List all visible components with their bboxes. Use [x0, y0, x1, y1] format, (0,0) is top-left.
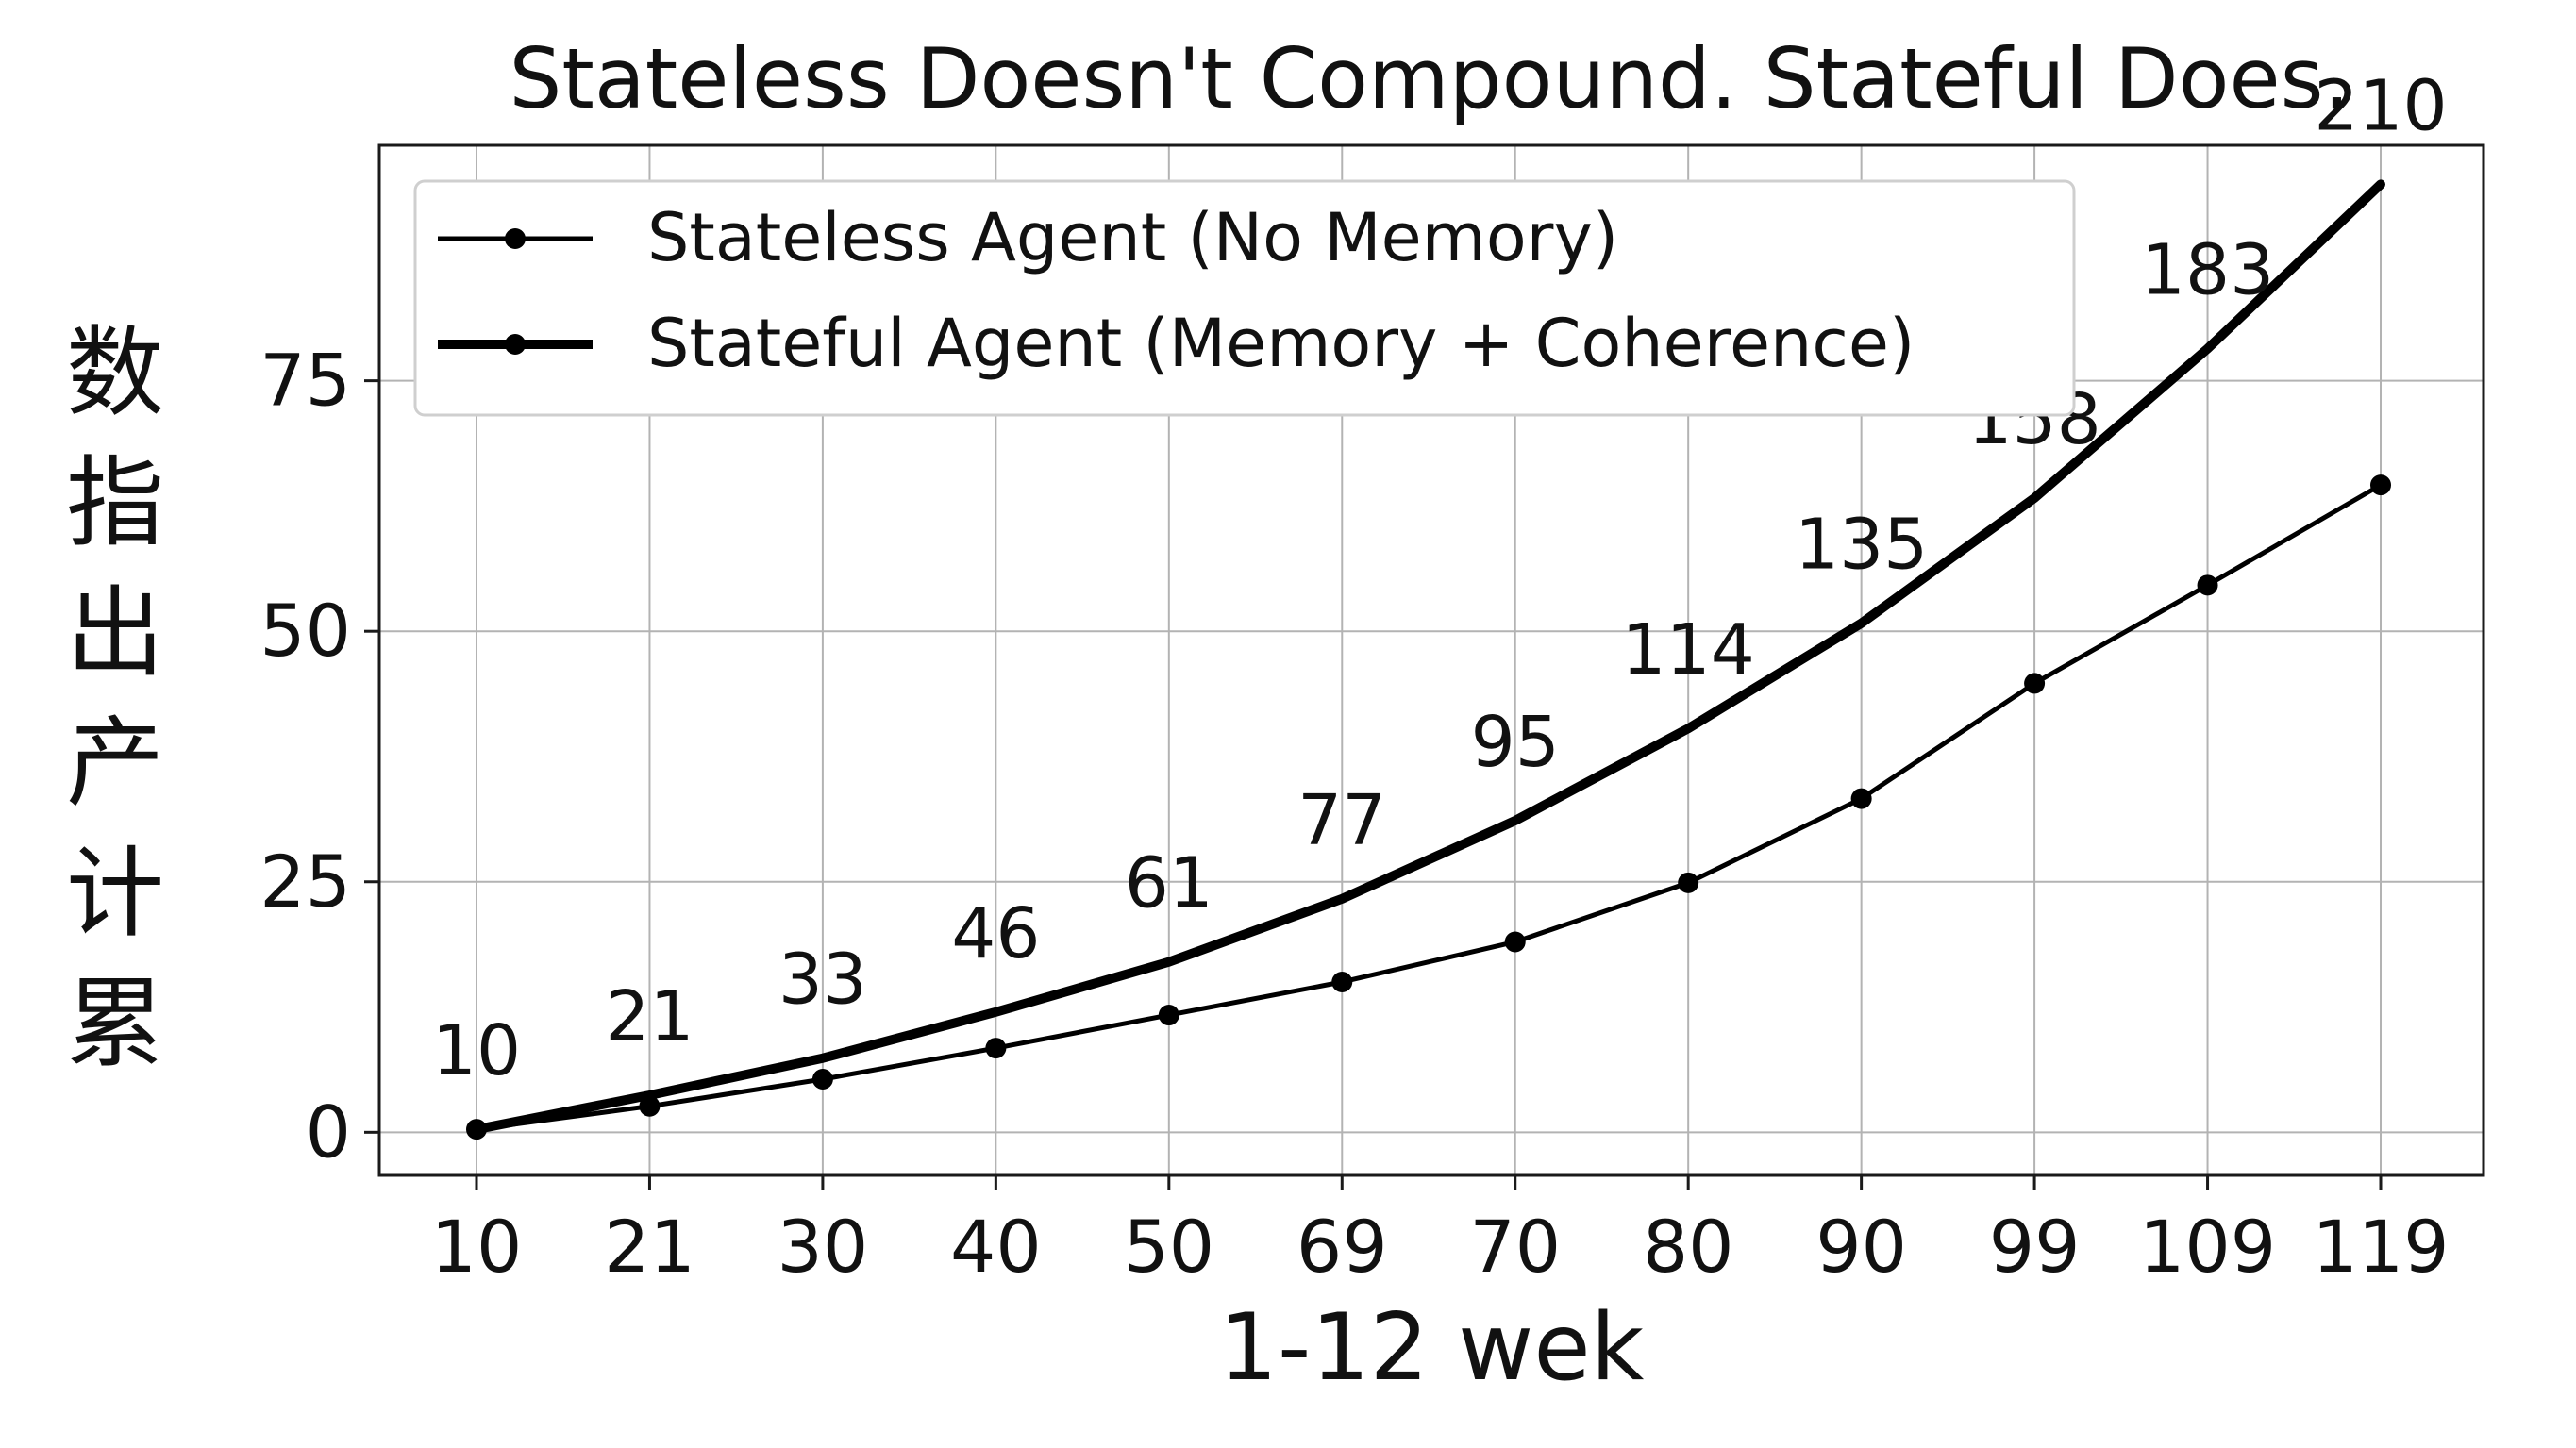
data-label: 135: [1795, 505, 1928, 586]
data-label: 183: [2141, 230, 2274, 311]
y-tick-label: 0: [306, 1090, 351, 1173]
x-tick-label: 10: [431, 1205, 523, 1289]
data-label: 61: [1125, 843, 1213, 924]
series-line-stateful: [472, 179, 2385, 1135]
y-axis-label-char: 计: [66, 836, 164, 951]
point-stateless: [1850, 788, 1872, 809]
data-label: 33: [778, 940, 867, 1021]
data-label: 21: [605, 976, 694, 1057]
data-label: 46: [951, 893, 1040, 974]
x-tick-label: 40: [950, 1205, 1042, 1289]
x-ticks: 10 21 30 40 50 69 70 80 90 99 109 119: [431, 1175, 2450, 1289]
chart-title: Stateless Doesn't Compound. Stateful Doe…: [510, 30, 2350, 127]
x-tick-label: 99: [1989, 1205, 2081, 1289]
plot-frame: [377, 143, 2485, 1177]
y-axis-label-char: 产: [66, 706, 164, 821]
legend-marker-stateless: [505, 228, 526, 249]
point-stateless: [2024, 673, 2046, 694]
y-axis-label-char: 数: [66, 315, 164, 430]
x-tick-label: 119: [2312, 1205, 2449, 1289]
data-label: 10: [432, 1010, 521, 1091]
point-stateless: [1678, 872, 1699, 893]
data-label: 77: [1297, 780, 1386, 861]
y-ticks: 0 25 50 75: [259, 339, 379, 1173]
y-tick-label: 25: [259, 840, 351, 924]
legend-label-stateless: Stateless Agent (No Memory): [647, 199, 1618, 276]
x-tick-label: 90: [1815, 1205, 1907, 1289]
point-stateless: [1331, 971, 1353, 992]
point-stateless: [2370, 474, 2391, 496]
data-label: 95: [1471, 702, 1560, 783]
y-axis-label: 数指出产计累: [66, 315, 164, 1081]
x-tick-label: 69: [1296, 1205, 1388, 1289]
y-tick-label: 75: [259, 339, 351, 423]
point-stateless: [1504, 931, 1526, 953]
x-tick-label: 50: [1123, 1205, 1214, 1289]
point-stateless: [811, 1069, 833, 1090]
y-axis-label-char: 累: [66, 966, 164, 1081]
point-stateless: [639, 1095, 661, 1117]
y-axis-label-char: 指: [66, 445, 164, 560]
series-group: [466, 179, 2391, 1140]
x-tick-label: 109: [2139, 1205, 2276, 1289]
legend-marker-stateful: [505, 334, 526, 355]
x-axis-label: 1-12 wek: [1219, 1294, 1645, 1402]
point-stateless: [466, 1119, 487, 1140]
series-line-stateless: [476, 482, 2383, 1132]
point-stateless: [985, 1038, 1007, 1059]
legend: Stateless Agent (No Memory) Stateful Age…: [413, 179, 2076, 417]
x-tick-label: 30: [778, 1205, 869, 1289]
x-tick-label: 21: [604, 1205, 695, 1289]
x-tick-label: 80: [1643, 1205, 1734, 1289]
data-label: 114: [1622, 609, 1755, 691]
legend-box: [413, 179, 2076, 417]
y-tick-label: 50: [259, 589, 351, 673]
point-stateless: [1158, 1005, 1179, 1026]
y-axis-label-char: 出: [66, 575, 164, 691]
legend-label-stateful: Stateful Agent (Memory + Coherence): [647, 305, 1915, 382]
point-stateless: [2197, 574, 2218, 596]
data-label: 210: [2314, 65, 2447, 146]
x-tick-label: 70: [1469, 1205, 1561, 1289]
